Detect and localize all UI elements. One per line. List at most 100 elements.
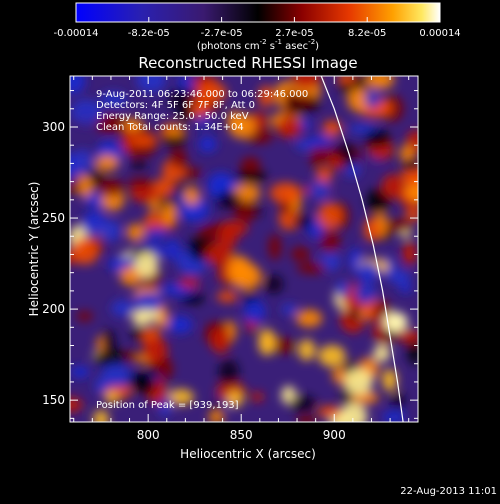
colorbar-tick-label: -8.2e-05 [128,28,170,39]
heatmap-blob [70,99,102,125]
heatmap-image [70,76,418,422]
heatmap-blob [335,280,350,298]
y-tick-label: 150 [42,393,65,407]
heatmap-blob [269,182,301,204]
x-tick-label: 900 [323,428,346,442]
heatmap-blob [145,228,168,240]
heatmap-blob [96,178,125,197]
heatmap-blob [111,300,135,317]
peak-hotspot [383,311,408,332]
heatmap-blob [381,173,405,199]
heatmap-blob [71,237,100,265]
heatmap-blob [308,180,331,200]
heatmap-blob [268,233,282,261]
heatmap-blob [81,211,107,236]
heatmap-blob [310,144,324,168]
heatmap-blob [169,147,187,169]
heatmap-blob [289,395,317,412]
heatmap-blob [382,368,398,392]
heatmap-blob [281,303,298,315]
heatmap-blob [318,344,346,367]
heatmap-blob [196,82,227,103]
heatmap-blob [129,134,158,147]
heatmap-blob [355,282,377,304]
heatmap-blob [167,315,193,334]
y-tick-label: 300 [42,120,65,134]
heatmap-blob [365,76,395,90]
heatmap-blob [366,188,390,213]
colorbar-unit-label: (photons cm-2 s-1 asec-2) [197,38,319,52]
footer-timestamp: 22-Aug-2013 11:01 [400,486,497,497]
heatmap-blob [396,329,418,343]
x-axis: 800 850 900 [73,76,410,442]
heatmap-blob [184,186,200,206]
heatmap-blob [258,328,276,356]
heatmap-blob [153,178,174,197]
heatmap-blob [298,339,316,361]
colorbar-tick-label: 8.2e-05 [348,28,386,39]
heatmap-blob [131,309,162,322]
heatmap-blob [320,228,340,254]
heatmap-blob [161,203,177,226]
heatmap-blob [227,259,255,282]
heatmap-blob [404,208,418,221]
heatmap-blob [95,154,119,171]
solar-limb-line [320,76,404,422]
heatmap-blob [401,170,418,185]
heatmap-blob [166,238,180,261]
heatmap-blob [105,391,119,404]
heatmap-blob [234,200,256,223]
heatmap-blob [234,169,267,183]
heatmap-blob [363,129,391,147]
heatmap-blob [391,392,405,409]
heatmap-blob [70,366,91,378]
heatmap-blob [227,110,242,130]
heatmap-blob [167,388,195,405]
heatmap-blob [386,219,414,233]
heatmap-blob [276,116,302,139]
heatmap-blob [70,152,81,181]
heatmap-blob [133,292,163,313]
heatmap-blob [293,215,314,228]
method-counts-text: Clean Total counts: 1.34E+04 [96,122,244,133]
heatmap-blob [356,261,380,282]
heatmap-blob [344,368,373,396]
heatmap-blob [402,240,417,266]
heatmap-blob [243,299,266,324]
heatmap-blob [296,262,327,274]
heatmap-blob [216,290,238,303]
heatmap-blob [155,357,174,380]
colorbar-tick-label: -2.7e-05 [201,28,243,39]
heatmap-blob [178,277,200,289]
heatmap-blob [70,397,83,413]
heatmap-blob [135,375,156,395]
colorbar-tick-label: 0.00014 [419,28,460,39]
heatmap-blob [340,402,368,422]
colorbar-tick-label: -0.00014 [54,28,99,39]
heatmap-blob [306,135,334,148]
heatmap-blob [388,269,411,285]
peak-position-text: Position of Peak = [939,193] [96,400,239,411]
heatmap-blob [155,304,169,329]
heatmap-blob [295,309,323,328]
heatmap-blob [337,76,357,85]
heatmap-blob [127,178,154,189]
heatmap-blob [125,350,139,363]
heatmap-blob [364,90,380,109]
heatmap-blob [373,344,391,362]
heatmap-blob [227,390,244,408]
heatmap-blob [327,156,344,169]
heatmap-blob [142,337,168,365]
time-range-text: 9-Aug-2011 06:23:46.000 to 06:29:46.000 [96,89,308,100]
x-axis-title: Heliocentric X (arcsec) [180,447,316,461]
heatmap-blob [322,119,342,137]
energy-range-text: Energy Range: 25.0 - 50.0 keV [96,111,249,122]
heatmap-blob [273,337,295,354]
heatmap-blob [70,179,81,194]
colorbar-tick-label: 2.7e-05 [275,28,313,39]
x-tick-label: 800 [137,428,160,442]
heatmap-blob [165,126,185,137]
heatmap-blob [240,156,261,173]
heatmap-blob [126,223,145,242]
